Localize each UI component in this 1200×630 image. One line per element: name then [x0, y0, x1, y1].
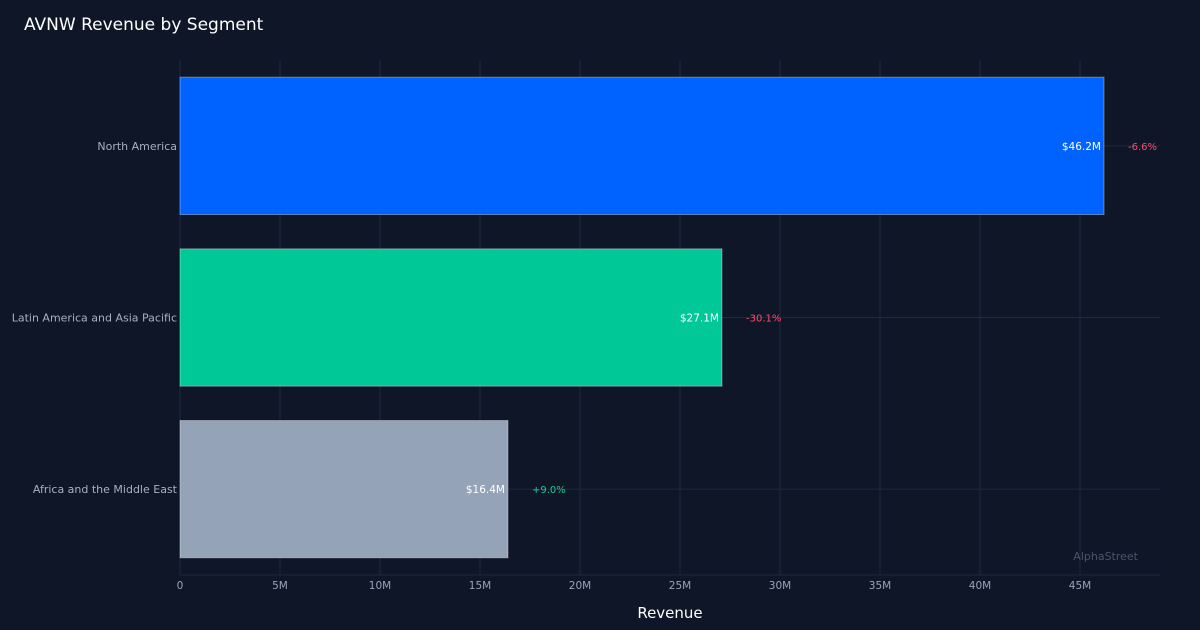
chart-title: AVNW Revenue by Segment — [24, 15, 264, 35]
x-tick-label: 45M — [1069, 580, 1091, 592]
x-axis: 0 5M 10M 15M 20M 25M 30M 35M 40M 45M — [177, 574, 1160, 592]
value-label: $16.4M — [466, 484, 505, 496]
x-axis-label: Revenue — [637, 604, 702, 622]
bar — [179, 420, 509, 559]
x-tick-label: 15M — [469, 580, 491, 592]
bar — [179, 248, 723, 387]
change-label: -6.6% — [1128, 142, 1157, 153]
bar — [179, 76, 1105, 215]
value-label: $46.2M — [1062, 141, 1101, 153]
x-tick-label: 20M — [569, 580, 591, 592]
category-label: Africa and the Middle East — [33, 483, 178, 496]
change-label: +9.0% — [532, 485, 566, 496]
x-tick-label: 30M — [769, 580, 791, 592]
x-tick-label: 5M — [272, 580, 288, 592]
x-tick-label: 25M — [669, 580, 691, 592]
x-tick-label: 10M — [369, 580, 391, 592]
x-tick-label: 40M — [969, 580, 991, 592]
change-label: -30.1% — [746, 314, 781, 325]
x-tick-label: 0 — [177, 580, 184, 592]
x-tick-label: 35M — [869, 580, 891, 592]
category-label: North America — [97, 140, 177, 153]
bars: North America $46.2M -6.6% Latin America an… — [12, 76, 1157, 559]
value-label: $27.1M — [680, 313, 719, 325]
watermark: AlphaStreet — [1073, 550, 1138, 563]
category-label: Latin America and Asia Pacific — [12, 312, 177, 325]
